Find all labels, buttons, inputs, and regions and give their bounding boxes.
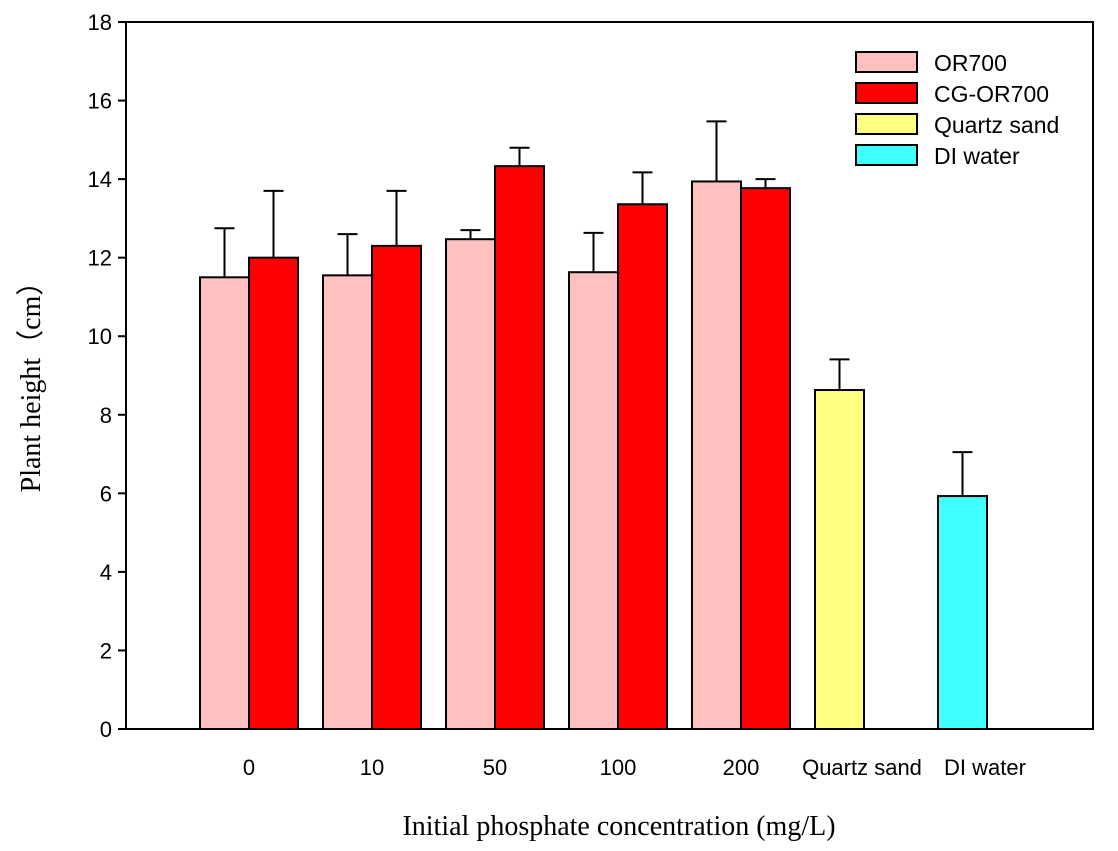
legend-label: OR700 (934, 50, 1007, 76)
bar-or700 (445, 238, 496, 730)
y-tick-label: 6 (100, 481, 112, 506)
y-axis-label: Plant height（cm） (15, 268, 47, 493)
bar-cg-or700 (371, 244, 422, 730)
x-axis: 0 10 50 100 200 Quartz sand DI water (243, 755, 1026, 780)
bar-cg-or700 (740, 187, 791, 730)
bar-or700 (691, 180, 742, 730)
legend: OR700 CG-OR700 Quartz sand DI water (855, 50, 1059, 169)
legend-label: Quartz sand (934, 112, 1059, 138)
bar-di-water (937, 495, 988, 730)
y-tick-label: 14 (88, 167, 112, 192)
x-tick-label: 0 (243, 755, 255, 780)
y-tick-label: 2 (100, 638, 112, 663)
y-tick-label: 16 (88, 89, 112, 114)
x-tick-label: 100 (600, 755, 637, 780)
y-tick-label: 0 (100, 717, 112, 742)
bar-or700 (322, 274, 373, 730)
y-tick-label: 10 (88, 324, 112, 349)
legend-label: CG-OR700 (934, 81, 1049, 107)
y-tick-label: 4 (100, 560, 112, 585)
x-axis-label: Initial phosphate concentration (mg/L) (402, 811, 835, 842)
legend-label: DI water (934, 143, 1020, 169)
y-tick-label: 18 (88, 10, 112, 35)
y-tick-label: 8 (100, 403, 112, 428)
x-tick-label: 200 (723, 755, 760, 780)
bars-layer (199, 120, 988, 731)
plot-frame (125, 21, 1094, 730)
x-tick-label: 50 (483, 755, 507, 780)
y-axis: 0 2 4 6 8 10 12 14 16 18 (88, 10, 126, 742)
bar-or700 (568, 271, 619, 730)
legend-swatch (855, 51, 918, 73)
legend-swatch (855, 113, 918, 135)
legend-swatch (855, 82, 918, 104)
x-tick-label: 10 (360, 755, 384, 780)
x-tick-label: DI water (944, 755, 1026, 780)
y-tick-label: 12 (88, 246, 112, 271)
bar-cg-or700 (617, 203, 668, 730)
bar-cg-or700 (248, 256, 299, 730)
bar-cg-or700 (494, 165, 545, 731)
legend-swatch (855, 144, 918, 166)
x-tick-label: Quartz sand (802, 755, 922, 780)
bar-or700 (199, 276, 250, 730)
bar-quartz-sand (814, 389, 865, 730)
